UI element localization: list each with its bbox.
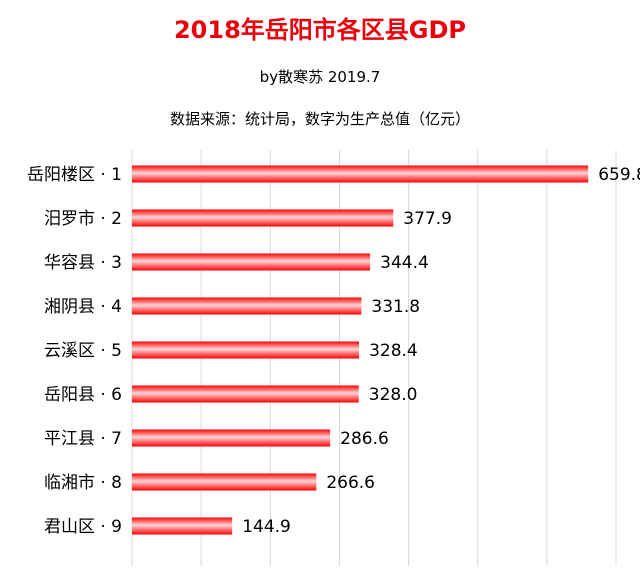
labels: 岳阳楼区 · 1 659.8 汨罗市 · 2 377.9 华容县 · 3 344.4 湘阴县… (27, 165, 640, 537)
value-label: 344.4 (380, 253, 429, 273)
category-label: 云溪区 · 5 (44, 341, 122, 361)
value-label: 331.8 (371, 297, 420, 317)
value-label: 328.0 (369, 385, 418, 405)
value-label: 377.9 (403, 209, 452, 229)
category-label: 临湘市 · 8 (44, 473, 122, 493)
data-source-note: 数据来源：统计局，数字为生产总值（亿元） (169, 110, 470, 128)
category-label: 君山区 · 9 (44, 517, 122, 537)
value-label: 659.8 (598, 165, 640, 185)
bar (132, 341, 360, 359)
category-label: 岳阳县 · 6 (44, 385, 122, 405)
bar (132, 385, 359, 403)
bar (132, 297, 362, 315)
category-label: 平江县 · 7 (44, 429, 122, 449)
bar (132, 429, 331, 447)
category-label: 华容县 · 3 (44, 253, 122, 273)
bar (132, 165, 589, 183)
bar (132, 253, 371, 271)
category-label: 汨罗市 · 2 (44, 209, 122, 229)
bar (132, 473, 317, 491)
category-label: 岳阳楼区 · 1 (27, 165, 122, 185)
value-label: 266.6 (326, 473, 375, 493)
chart-title: 2018年岳阳市各区县GDP (173, 16, 466, 44)
bars (132, 165, 589, 535)
value-label: 286.6 (340, 429, 389, 449)
bar (132, 517, 233, 535)
category-label: 湘阴县 · 4 (44, 297, 122, 317)
bar (132, 209, 394, 227)
chart-subtitle: by散寒苏 2019.7 (259, 68, 381, 86)
value-label: 144.9 (242, 517, 291, 537)
value-label: 328.4 (369, 341, 418, 361)
